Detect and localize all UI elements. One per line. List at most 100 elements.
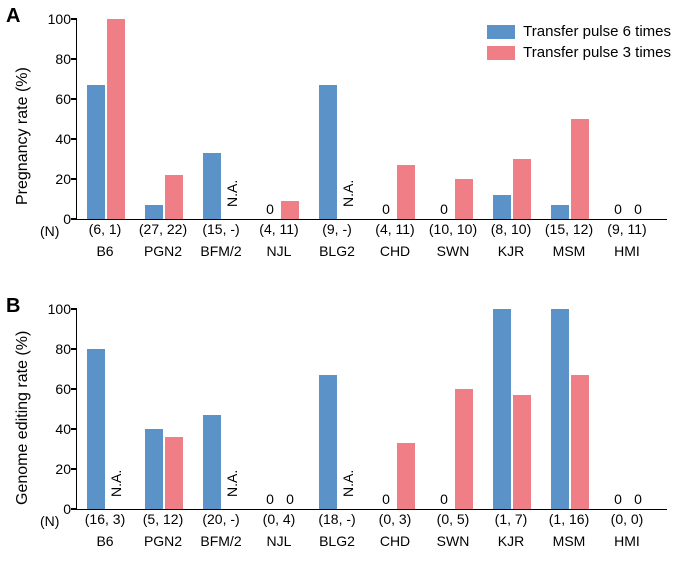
x-category-strain: CHD — [365, 243, 425, 261]
y-tick-mark — [71, 388, 77, 390]
na-label: N.A. — [224, 187, 240, 207]
x-category-n: (0, 4) — [249, 511, 309, 529]
bar-series-6x — [145, 429, 163, 509]
x-category-n: (4, 11) — [249, 221, 309, 239]
x-category-strain: HMI — [597, 243, 657, 261]
y-tick-label: 20 — [37, 171, 71, 187]
figure: A Pregnancy rate (%) (N) 020406080100N.A… — [0, 0, 685, 585]
y-tick-mark — [71, 308, 77, 310]
y-tick-mark — [71, 508, 77, 510]
x-category-n: (0, 5) — [423, 511, 483, 529]
x-category-n: (6, 1) — [75, 221, 135, 239]
y-tick-mark — [71, 98, 77, 100]
bar-series-6x — [493, 195, 511, 219]
x-category-strain: KJR — [481, 533, 541, 551]
na-label: N.A. — [108, 477, 124, 497]
y-axis-label-b: Genome editing rate (%) — [14, 331, 32, 505]
y-axis-label-a: Pregnancy rate (%) — [14, 67, 32, 205]
x-category-strain: BLG2 — [307, 243, 367, 261]
na-label: N.A. — [224, 477, 240, 497]
x-category-n: (10, 10) — [423, 221, 483, 239]
legend-item-pink: Transfer pulse 3 times — [487, 44, 671, 61]
bar-series-6x — [203, 153, 221, 219]
na-label: N.A. — [340, 187, 356, 207]
x-category-n: (9, -) — [307, 221, 367, 239]
bar-series-3x — [165, 437, 183, 509]
x-category: (0, 3)CHD — [365, 511, 425, 550]
x-category-n: (5, 12) — [133, 511, 193, 529]
zero-label: 0 — [632, 201, 644, 217]
zero-label: 0 — [438, 491, 450, 507]
zero-label: 0 — [264, 491, 276, 507]
x-category: (4, 11) NJL — [249, 221, 309, 260]
x-category: (1, 16)MSM — [539, 511, 599, 550]
x-category-strain: HMI — [597, 533, 657, 551]
x-category: (15, 12)MSM — [539, 221, 599, 260]
x-category-n: (4, 11) — [365, 221, 425, 239]
x-category: (5, 12) PGN2 — [133, 511, 193, 550]
panel-letter-b: B — [6, 295, 20, 318]
bar-series-6x — [145, 205, 163, 219]
zero-label: 0 — [612, 201, 624, 217]
na-label: N.A. — [340, 477, 356, 497]
bar-series-3x — [397, 165, 415, 219]
zero-label: 0 — [284, 491, 296, 507]
bar-series-6x — [551, 309, 569, 509]
bar-series-3x — [571, 119, 589, 219]
bar-series-6x — [493, 309, 511, 509]
bar-series-6x — [319, 375, 337, 509]
x-category-strain: B6 — [75, 533, 135, 551]
zero-label: 0 — [632, 491, 644, 507]
x-category-strain: NJL — [249, 533, 309, 551]
x-category-strain: MSM — [539, 243, 599, 261]
x-category-n: (20, -) — [191, 511, 251, 529]
x-category-strain: PGN2 — [133, 533, 193, 551]
bar-series-3x — [165, 175, 183, 219]
bar-series-6x — [87, 349, 105, 509]
x-category-n: (8, 10) — [481, 221, 541, 239]
bar-series-3x — [281, 201, 299, 219]
x-category: (15, -)BFM/2 — [191, 221, 251, 260]
zero-label: 0 — [438, 201, 450, 217]
bar-series-3x — [107, 19, 125, 219]
y-tick-label: 40 — [37, 131, 71, 147]
x-category-strain: NJL — [249, 243, 309, 261]
zero-label: 0 — [264, 201, 276, 217]
x-category: (0, 4) NJL — [249, 511, 309, 550]
y-tick-label: 100 — [37, 11, 71, 27]
bar-series-6x — [203, 415, 221, 509]
y-tick-label: 100 — [37, 301, 71, 317]
zero-label: 0 — [380, 201, 392, 217]
x-category: (0, 0)HMI — [597, 511, 657, 550]
x-category-n: (9, 11) — [597, 221, 657, 239]
x-category-strain: B6 — [75, 243, 135, 261]
x-category-strain: KJR — [481, 243, 541, 261]
x-category: (9, 11) HMI — [597, 221, 657, 260]
panel-a: A Pregnancy rate (%) (N) 020406080100N.A… — [0, 5, 685, 295]
bar-series-3x — [455, 179, 473, 219]
x-category-strain: SWN — [423, 533, 483, 551]
x-category: (16, 3)B6 — [75, 511, 135, 550]
y-tick-label: 0 — [37, 501, 71, 517]
x-category-n: (1, 16) — [539, 511, 599, 529]
x-category: (9, -) BLG2 — [307, 221, 367, 260]
y-tick-label: 40 — [37, 421, 71, 437]
y-tick-label: 80 — [37, 51, 71, 67]
y-tick-mark — [71, 178, 77, 180]
x-category-strain: SWN — [423, 243, 483, 261]
x-category: (6, 1) B6 — [75, 221, 135, 260]
zero-label: 0 — [380, 491, 392, 507]
bar-series-3x — [397, 443, 415, 509]
x-category-strain: BFM/2 — [191, 533, 251, 551]
panel-letter-a: A — [6, 5, 20, 28]
bar-series-3x — [455, 389, 473, 509]
x-category-strain: BLG2 — [307, 533, 367, 551]
zero-label: 0 — [612, 491, 624, 507]
x-category: (18, -)BLG2 — [307, 511, 367, 550]
legend-swatch-pink — [487, 46, 515, 60]
x-category: (27, 22)PGN2 — [133, 221, 193, 260]
y-tick-label: 60 — [37, 381, 71, 397]
legend-item-blue: Transfer pulse 6 times — [487, 23, 671, 40]
legend-label-pink: Transfer pulse 3 times — [523, 44, 671, 61]
x-category-n: (27, 22) — [133, 221, 193, 239]
